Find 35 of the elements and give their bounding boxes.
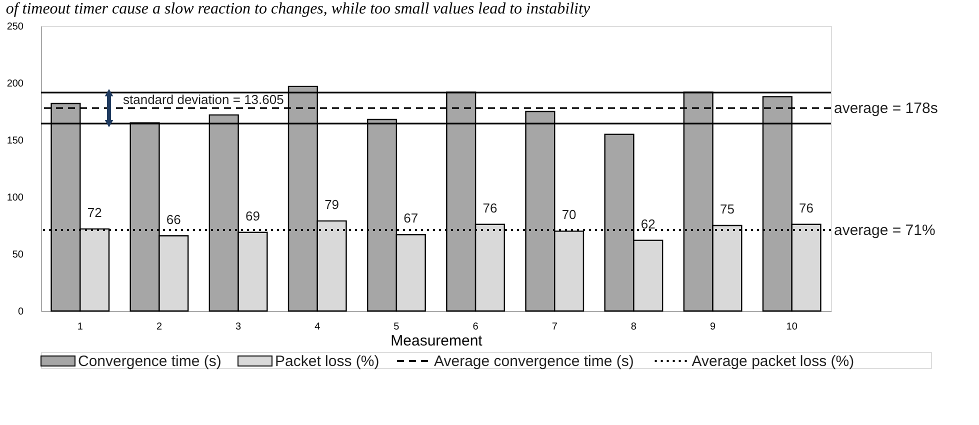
x-tick-label: 7: [552, 322, 558, 332]
x-tick-label: 10: [786, 322, 798, 332]
x-tick-label: 2: [156, 322, 162, 332]
text: average = 71%: [834, 222, 936, 240]
data-label: 72: [87, 204, 102, 220]
x-tick-label: 4: [314, 322, 321, 332]
data-label: 67: [404, 210, 418, 226]
y-tick-label: 150: [6, 136, 24, 146]
text: average = 178s: [834, 100, 938, 118]
data-label: 76: [799, 200, 814, 216]
x-axis-title: Measurement: [390, 332, 484, 350]
data-label: 79: [324, 196, 340, 212]
x-tick-label: 3: [236, 322, 242, 332]
x-tick-label: 6: [472, 322, 479, 332]
y-tick-label: 250: [6, 22, 24, 32]
text: of timeout timer cause a slow reaction to changes, while too small values lead to instability: [6, 0, 591, 18]
data-label: 66: [166, 212, 181, 227]
x-tick-label: 8: [630, 322, 637, 332]
data-label: 69: [246, 208, 260, 224]
y-tick-label: 0: [18, 306, 24, 318]
x-tick-label: 9: [710, 322, 716, 332]
data-label: 70: [562, 207, 576, 222]
x-tick-label: 5: [394, 322, 400, 332]
data-label: 62: [640, 216, 656, 232]
data-label: 76: [482, 200, 498, 216]
y-tick-label: 50: [12, 250, 24, 260]
annotation: standard deviation = 13.605: [123, 92, 284, 108]
legend-label: Packet loss (%): [275, 353, 380, 370]
x-tick-label: 1: [77, 322, 84, 332]
legend-label: Convergence time (s): [78, 353, 222, 370]
y-tick-label: 200: [6, 78, 24, 90]
legend-label: Average packet loss (%): [692, 353, 854, 370]
y-tick-label: 100: [6, 192, 24, 204]
legend-label: Average convergence time (s): [434, 353, 634, 370]
data-label: 75: [720, 202, 734, 216]
